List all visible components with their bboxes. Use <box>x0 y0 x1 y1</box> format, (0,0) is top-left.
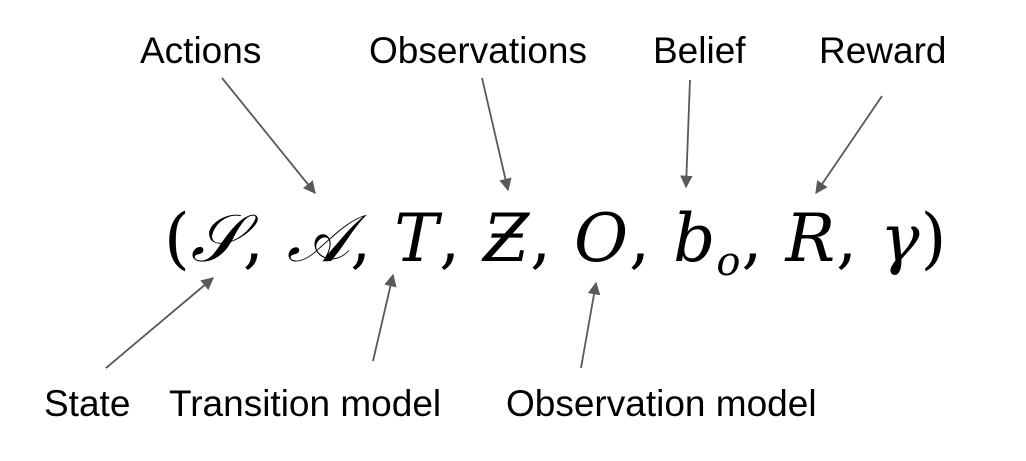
arrow-actions <box>221 77 316 194</box>
arrow-observation-model <box>580 281 601 369</box>
label-reward: Reward <box>819 30 947 71</box>
arrow-belief <box>680 79 693 189</box>
label-transition-model: Transition model <box>169 383 442 424</box>
tuple-comma: , <box>836 200 859 277</box>
tuple-belief-subscript: o <box>716 239 742 285</box>
arrow-observations <box>481 77 512 192</box>
arrow-reward <box>815 95 883 195</box>
tuple-discount-symbol: γ <box>880 200 921 277</box>
tuple-transition-symbol: T <box>394 200 440 277</box>
tuple-observation-model-symbol: O <box>574 200 630 277</box>
tuple-close-paren: ) <box>920 200 948 277</box>
tuple-state-symbol: 𝒮 <box>190 200 243 277</box>
tuple-comma: , <box>439 200 462 277</box>
tuple-comma: , <box>350 200 373 277</box>
tuple-comma: , <box>530 200 553 277</box>
tuple-reward-symbol: R <box>785 200 837 277</box>
tuple-belief-symbol: b <box>673 200 717 277</box>
tuple-comma: , <box>242 200 265 277</box>
label-observation-model: Observation model <box>506 383 817 424</box>
tuple-comma: , <box>741 200 764 277</box>
pomdp-tuple: (𝒮, 𝒜, T, Ƶ, O, bo, R, γ) <box>164 206 947 283</box>
label-state: State <box>44 383 131 424</box>
arrow-state <box>105 277 214 369</box>
tuple-observations-symbol: Ƶ <box>483 200 531 277</box>
label-observations: Observations <box>369 30 587 71</box>
label-actions: Actions <box>140 30 262 71</box>
tuple-open-paren: ( <box>164 200 191 277</box>
arrow-transition <box>372 273 397 362</box>
label-belief: Belief <box>653 30 746 71</box>
tuple-comma: , <box>629 200 652 277</box>
tuple-actions-symbol: 𝒜 <box>286 200 351 277</box>
